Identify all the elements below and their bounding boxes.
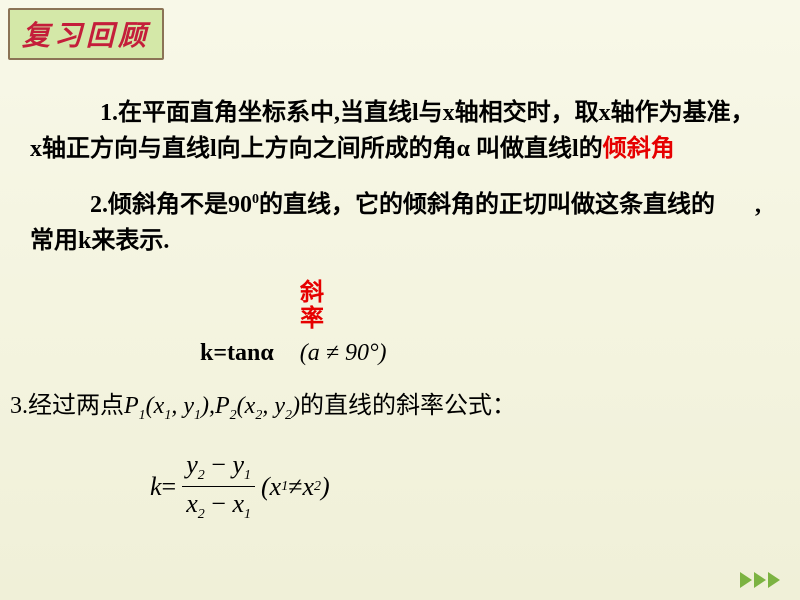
next-arrows[interactable] xyxy=(740,572,780,588)
slope-label-2: 率 xyxy=(300,306,324,332)
para3-suffix: 的直线的斜率公式： xyxy=(300,393,516,419)
para2-sup: 0 xyxy=(252,192,259,207)
arrow-icon xyxy=(768,572,780,588)
para1-highlight: 倾斜角 xyxy=(603,136,675,162)
numerator: y2 − y1 xyxy=(182,450,255,487)
slope-formula: k = y2 − y1 x2 − x1 (x1 ≠ x2) xyxy=(150,450,330,523)
para2-mid: 的直线，它的倾斜角的正切叫做这条直线的 xyxy=(259,192,715,218)
formula-condition: (a ≠ 90°) xyxy=(300,340,387,366)
paragraph-3: 3.经过两点P1(x1, y1),P2(x2, y2)的直线的斜率公式： xyxy=(10,385,516,424)
slope-label-1: 斜 xyxy=(300,280,324,306)
denominator: x2 − x1 xyxy=(182,487,255,523)
formula-ktan: k=tanα (a ≠ 90°) xyxy=(200,340,387,367)
slope-label: 斜 率 xyxy=(300,280,324,333)
arrow-icon xyxy=(740,572,752,588)
paragraph-2: 2.倾斜角不是900的直线，它的倾斜角的正切叫做这条直线的,常用k来表示. xyxy=(30,187,770,259)
formula-main: k=tanα xyxy=(200,340,274,366)
content-area: 1.在平面直角坐标系中,当直线l与x轴相交时，取x轴作为基准， x轴正方向与直线… xyxy=(30,95,770,264)
arrow-icon xyxy=(754,572,766,588)
fraction: y2 − y1 x2 − x1 xyxy=(182,450,255,523)
para2-prefix: 2.倾斜角不是90 xyxy=(90,192,252,218)
paragraph-1: 1.在平面直角坐标系中,当直线l与x轴相交时，取x轴作为基准， x轴正方向与直线… xyxy=(30,95,770,167)
para3-prefix: 3.经过两点 xyxy=(10,393,124,419)
header-title: 复习回顾 xyxy=(22,14,150,54)
header-box: 复习回顾 xyxy=(8,8,164,60)
